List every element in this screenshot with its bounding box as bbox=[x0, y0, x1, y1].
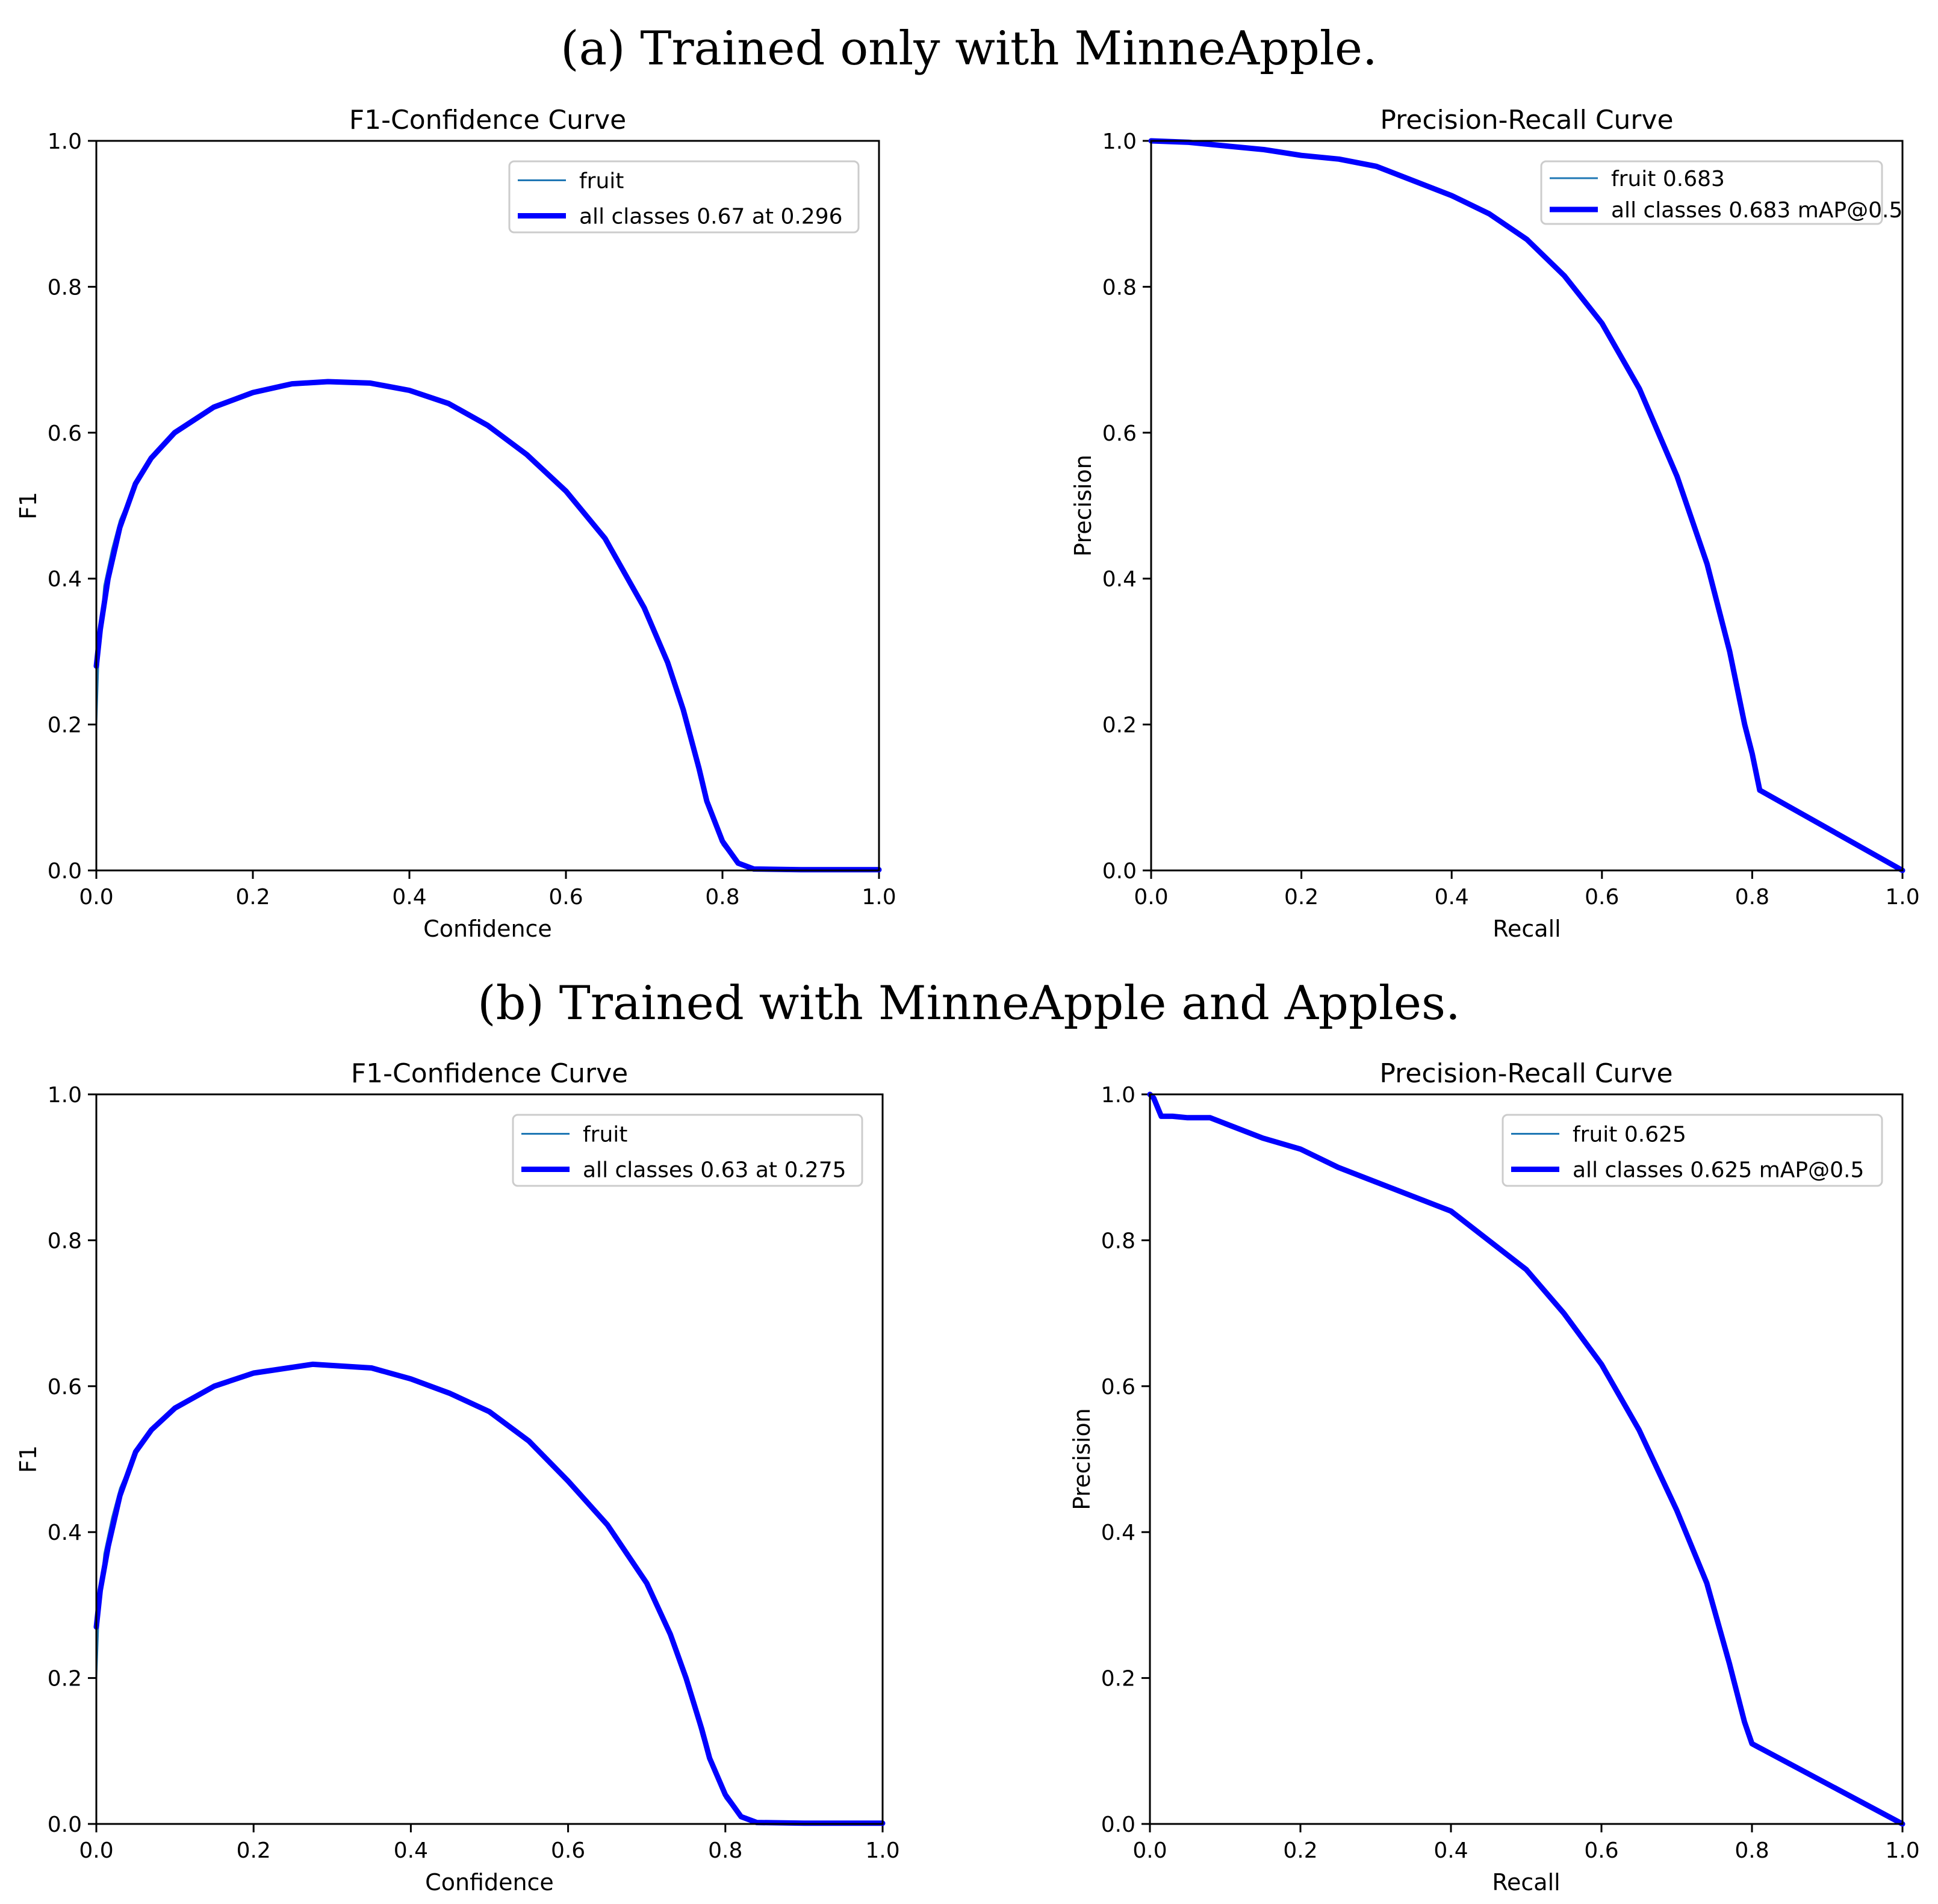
x-tick-label: 0.0 bbox=[1132, 1838, 1167, 1863]
legend-label-1: all classes 0.683 mAP@0.5 bbox=[1611, 198, 1902, 223]
legend-label-0: fruit 0.625 bbox=[1573, 1123, 1686, 1147]
y-axis-label: Precision bbox=[1070, 454, 1096, 557]
x-tick-label: 1.0 bbox=[1885, 885, 1919, 910]
x-tick-label: 0.8 bbox=[1735, 885, 1769, 910]
x-tick-label: 0.2 bbox=[1284, 885, 1318, 910]
x-axis-label: Recall bbox=[1492, 916, 1561, 942]
plot-frame bbox=[95, 140, 880, 872]
x-tick-label: 0.6 bbox=[551, 1838, 585, 1863]
x-tick-label: 0.6 bbox=[548, 885, 583, 910]
series-line-1 bbox=[1148, 138, 1905, 873]
y-axis-label: F1 bbox=[15, 1445, 42, 1473]
plot-frame bbox=[95, 1093, 884, 1825]
x-tick-label: 0.2 bbox=[235, 885, 270, 910]
legend-box bbox=[1540, 160, 1883, 225]
y-axis-label: Precision bbox=[1069, 1408, 1095, 1510]
x-tick-label: 0.0 bbox=[79, 1838, 113, 1863]
y-tick-label: 0.8 bbox=[1101, 1229, 1135, 1253]
chart-title: Precision-Recall Curve bbox=[1379, 1058, 1672, 1089]
x-axis-label: Recall bbox=[1492, 1869, 1560, 1896]
legend-label-0: fruit bbox=[583, 1123, 627, 1147]
y-tick-label: 0.4 bbox=[1101, 1521, 1135, 1545]
x-tick-label: 0.8 bbox=[1735, 1838, 1769, 1863]
chart-title: F1-Confidence Curve bbox=[351, 1058, 628, 1089]
x-tick-label: 0.4 bbox=[1435, 885, 1469, 910]
series-line-1 bbox=[93, 1361, 886, 1826]
y-tick-label: 0.6 bbox=[1102, 421, 1137, 446]
chart-title: F1-Confidence Curve bbox=[349, 105, 626, 135]
y-tick-label: 0.6 bbox=[48, 1375, 82, 1400]
chart-1: 0.0 0.2 0.4 0.6 0.8 1.0 0.0 0.2 0.4 0.6 0.8 1.0 Prec… bbox=[1070, 105, 1920, 942]
legend-box bbox=[512, 1114, 863, 1187]
y-tick-label: 1.0 bbox=[48, 129, 82, 154]
chart-3: 0.0 0.2 0.4 0.6 0.8 1.0 0.0 0.2 0.4 0.6 0.8 1.0 Prec… bbox=[1069, 1058, 1920, 1896]
y-tick-label: 0.8 bbox=[48, 275, 82, 300]
y-tick-label: 1.0 bbox=[1101, 1083, 1135, 1108]
x-tick-label: 1.0 bbox=[862, 885, 896, 910]
y-tick-label: 0.0 bbox=[48, 1813, 82, 1837]
legend-label-0: fruit bbox=[579, 169, 624, 194]
x-tick-label: 1.0 bbox=[865, 1838, 899, 1863]
chart-2: 0.0 0.2 0.4 0.6 0.8 1.0 0.0 0.2 0.4 0.6 0.8 1.0 F1-C… bbox=[15, 1058, 900, 1896]
plot-frame bbox=[1150, 140, 1904, 872]
chart-0: 0.0 0.2 0.4 0.6 0.8 1.0 0.0 0.2 0.4 0.6 0.8 1.0 F1-C… bbox=[15, 105, 896, 942]
x-tick-label: 0.0 bbox=[79, 885, 113, 910]
y-tick-label: 0.0 bbox=[1101, 1813, 1135, 1837]
y-tick-label: 0.4 bbox=[48, 567, 82, 592]
legend-box bbox=[508, 160, 860, 234]
x-tick-label: 0.6 bbox=[1585, 885, 1619, 910]
y-tick-label: 0.0 bbox=[48, 859, 82, 884]
y-tick-label: 0.6 bbox=[48, 421, 82, 446]
series-line-1 bbox=[1147, 1091, 1905, 1827]
x-tick-label: 1.0 bbox=[1885, 1838, 1919, 1863]
y-tick-label: 0.8 bbox=[1102, 275, 1137, 300]
x-tick-label: 0.4 bbox=[1433, 1838, 1468, 1863]
y-tick-label: 0.4 bbox=[1102, 567, 1137, 592]
x-tick-label: 0.8 bbox=[708, 1838, 742, 1863]
y-tick-label: 0.2 bbox=[1101, 1667, 1135, 1692]
series-line-0 bbox=[95, 380, 880, 871]
y-tick-label: 0.0 bbox=[1102, 859, 1137, 884]
y-tick-label: 1.0 bbox=[48, 1083, 82, 1108]
chart-title: Precision-Recall Curve bbox=[1380, 105, 1673, 135]
y-tick-label: 0.2 bbox=[1102, 713, 1137, 738]
y-tick-label: 0.8 bbox=[48, 1229, 82, 1253]
series-line-0 bbox=[1150, 140, 1904, 872]
x-tick-label: 0.2 bbox=[1283, 1838, 1317, 1863]
y-tick-label: 0.2 bbox=[48, 1667, 82, 1692]
y-axis-label: F1 bbox=[15, 492, 42, 519]
x-axis-label: Confidence bbox=[423, 916, 552, 942]
y-tick-label: 0.4 bbox=[48, 1521, 82, 1545]
series-line-0 bbox=[95, 1363, 884, 1825]
legend-label-1: all classes 0.625 mAP@0.5 bbox=[1573, 1158, 1864, 1183]
legend-label-1: all classes 0.67 at 0.296 bbox=[579, 205, 843, 229]
x-axis-label: Confidence bbox=[425, 1869, 554, 1896]
section-a-title: (a) Trained only with MinneApple. bbox=[561, 22, 1377, 76]
legend-label-0: fruit 0.683 bbox=[1611, 167, 1725, 191]
plot-frame bbox=[1149, 1093, 1904, 1825]
x-tick-label: 0.8 bbox=[705, 885, 739, 910]
series-line-1 bbox=[93, 379, 882, 873]
y-tick-label: 0.6 bbox=[1101, 1375, 1135, 1400]
legend-box bbox=[1502, 1114, 1883, 1187]
x-tick-label: 0.6 bbox=[1584, 1838, 1618, 1863]
legend-label-1: all classes 0.63 at 0.275 bbox=[583, 1158, 846, 1183]
section-b-title: (b) Trained with MinneApple and Apples. bbox=[477, 976, 1461, 1031]
series-line-0 bbox=[1149, 1093, 1904, 1825]
y-tick-label: 0.2 bbox=[48, 713, 82, 738]
y-tick-label: 1.0 bbox=[1102, 129, 1137, 154]
x-tick-label: 0.4 bbox=[392, 885, 426, 910]
x-tick-label: 0.2 bbox=[237, 1838, 271, 1863]
x-tick-label: 0.0 bbox=[1134, 885, 1168, 910]
x-tick-label: 0.4 bbox=[394, 1838, 428, 1863]
